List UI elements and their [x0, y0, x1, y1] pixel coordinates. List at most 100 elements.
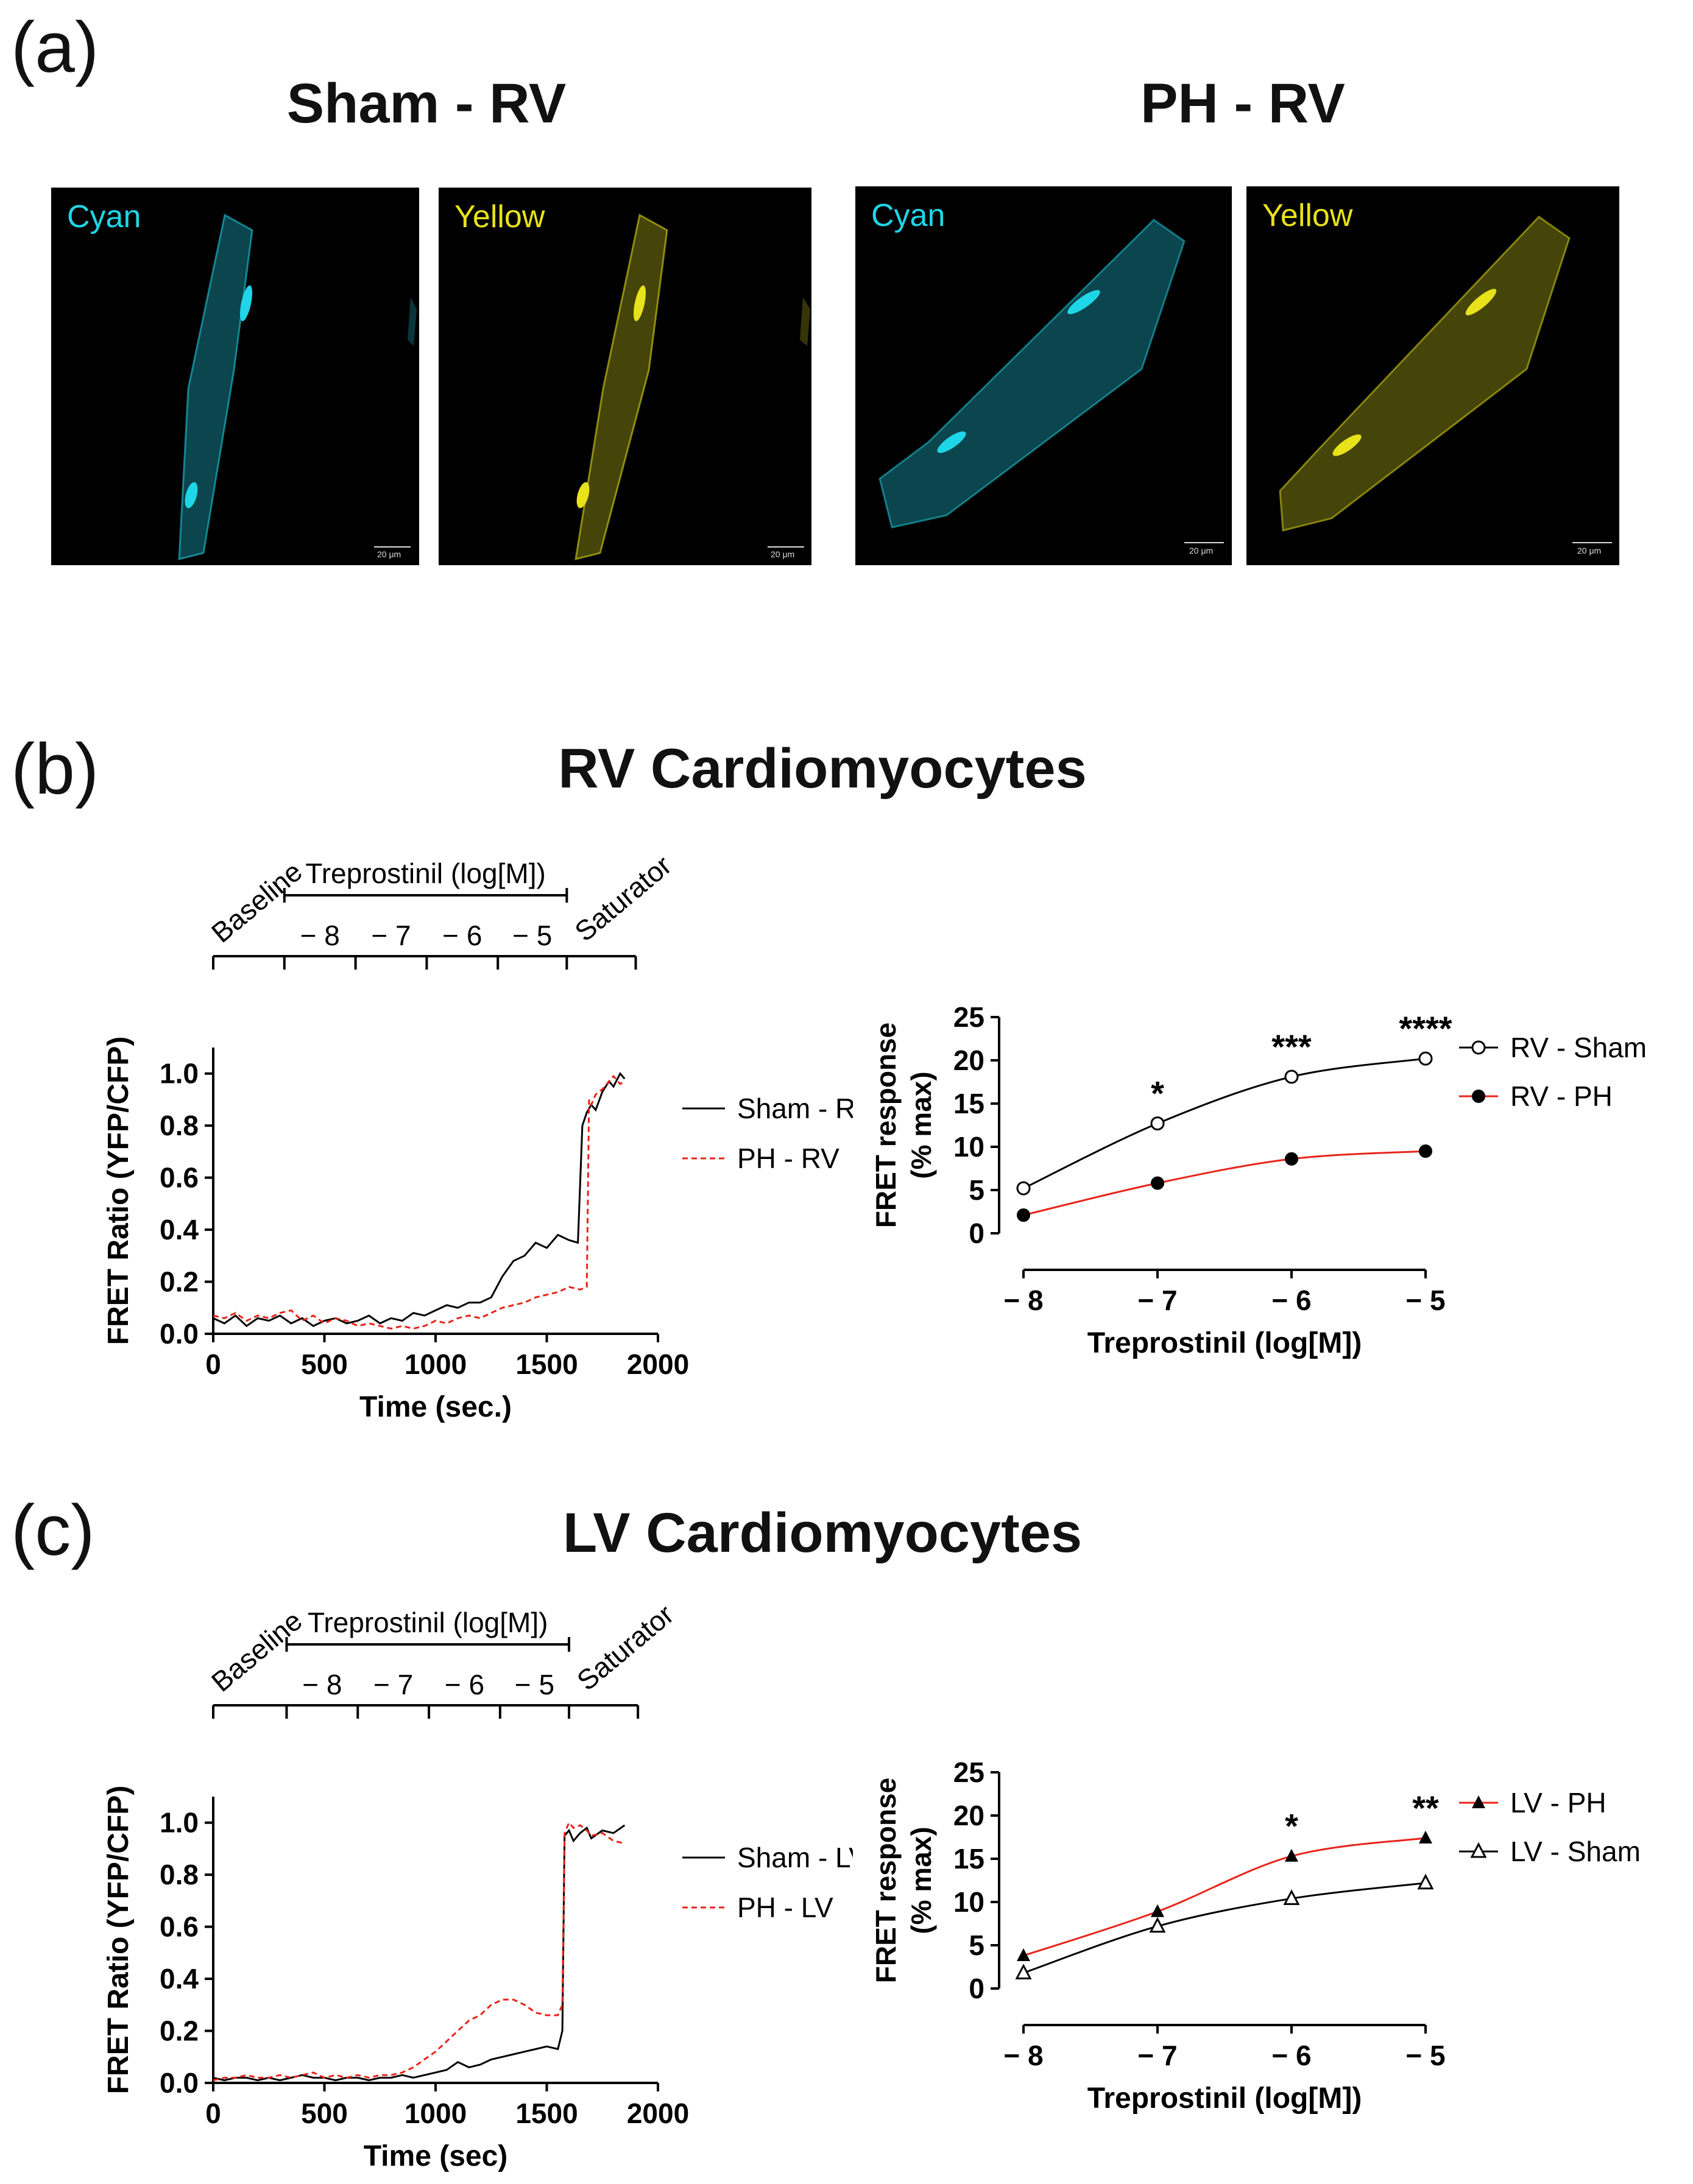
x-tick-label: − 6: [1271, 2040, 1311, 2071]
y-axis-label: FRET response: [870, 1023, 902, 1228]
dose-label: − 8: [302, 1669, 342, 1700]
chart-title-lv: LV Cardiomyocytes: [562, 1502, 1083, 1564]
fit-curve-2: [1023, 1150, 1426, 1216]
y-axis-label: FRET Ratio (YFP/CFP): [102, 1037, 135, 1345]
y-tick-label: 0: [969, 1217, 984, 1249]
x-tick-label: 1500: [515, 1348, 578, 1380]
y-tick-label: 0.0: [160, 1318, 199, 1350]
x-tick-label: 1500: [515, 2098, 578, 2129]
x-tick-label: − 7: [1137, 2040, 1177, 2071]
x-axis-label: Time (sec): [364, 2140, 508, 2172]
scale-bar-label: 20 μm: [377, 549, 401, 559]
cell-image: [1279, 216, 1612, 543]
series-line-2: [213, 1820, 625, 2082]
baseline-label: Baseline: [205, 1604, 308, 1697]
data-point: [1017, 1208, 1030, 1222]
data-point: [1016, 1181, 1031, 1196]
data-point: [1419, 1144, 1432, 1158]
x-axis-label: Treprostinil (log[M]): [1087, 2082, 1362, 2115]
x-tick-label: 0: [205, 2098, 221, 2129]
legend-label: Sham - LV: [737, 1842, 853, 1873]
y-tick-label: 15: [953, 1088, 984, 1119]
x-tick-label: 2000: [627, 1348, 689, 1380]
series-line-2: [213, 1074, 626, 1330]
x-tick-label: 1000: [405, 1348, 467, 1380]
data-point: [1149, 1917, 1166, 1933]
data-point: [1284, 1069, 1299, 1084]
group-title-sham-rv: Sham - RV: [286, 72, 567, 135]
data-point: [1418, 1051, 1433, 1066]
x-axis-label: Time (sec.): [359, 1391, 512, 1423]
channel-label-cyan: Cyan: [67, 199, 141, 234]
drug-label: Treprostinil (log[M]): [308, 1607, 548, 1638]
legend-label: RV - PH: [1510, 1080, 1613, 1112]
channel-label-yellow: Yellow: [454, 199, 545, 234]
y-tick-label: 5: [969, 1929, 984, 1961]
group-title-ph-rv: PH - RV: [1140, 72, 1345, 135]
x-tick-label: 0: [205, 1348, 221, 1380]
chart-title-rv: RV Cardiomyocytes: [558, 738, 1087, 800]
data-point: [1151, 1176, 1164, 1190]
dose-label: − 7: [373, 1669, 413, 1700]
baseline-label: Baseline: [205, 855, 308, 948]
y-tick-label: 10: [953, 1886, 984, 1918]
x-tick-label: − 7: [1137, 1284, 1177, 1316]
significance-marker: ****: [1399, 1009, 1452, 1048]
significance-marker: ***: [1271, 1027, 1312, 1066]
trace-plot-lv: 0.0 0.2 0.4 0.6 0.8 1.0 0 500 1000 1500 2000 Time (…: [102, 1598, 868, 2172]
chart-b-trace: 0.0 0.2 0.4 0.6 0.8 1.0 0 500 1000 1500 2000 Time (…: [73, 849, 874, 1456]
dose-label: − 6: [445, 1669, 484, 1700]
significance-marker: **: [1412, 1789, 1439, 1827]
cell-image: [574, 213, 810, 561]
panel-label-a: (a): [11, 7, 99, 88]
y-tick-label: 25: [953, 1001, 984, 1033]
y-tick-label: 0.0: [160, 2067, 199, 2099]
saturator-label: Saturator: [568, 853, 677, 948]
micrograph-ph-yellow: Yellow 20 μm: [1246, 186, 1619, 565]
y-tick-label: 0.6: [160, 1911, 199, 1943]
y-tick-label: 0.4: [160, 1963, 199, 1995]
legend-label: Sham - RV: [737, 1093, 853, 1124]
data-point: [1471, 1040, 1486, 1055]
y-axis-label: (% max): [905, 1826, 937, 1934]
cell-image: [878, 219, 1224, 543]
x-tick-label: 2000: [627, 2098, 689, 2129]
scale-bar-label: 20 μm: [771, 549, 795, 559]
data-point: [1472, 1795, 1485, 1808]
y-tick-label: 10: [953, 1131, 984, 1163]
dose-response-rv: 0 5 10 15 20 25 − 8 − 7 − 6 − 5 Treprostinil (log[…: [870, 1001, 1647, 1359]
data-point: [1417, 1873, 1434, 1890]
channel-label-cyan: Cyan: [871, 198, 945, 233]
micrograph-sham-yellow: Yellow 20 μm: [439, 188, 811, 565]
y-tick-label: 5: [969, 1174, 984, 1206]
y-tick-label: 0.8: [160, 1110, 199, 1141]
y-tick-label: 0.8: [160, 1859, 199, 1890]
x-tick-label: 1000: [405, 2098, 467, 2129]
x-tick-label: − 6: [1271, 1284, 1311, 1316]
dose-response-lv: 0 5 10 15 20 25 − 8 − 7 − 6 − 5 Treprostinil (log[…: [870, 1756, 1641, 2115]
dose-label: − 5: [512, 920, 552, 951]
scale-bar-label: 20 μm: [1577, 546, 1602, 555]
channel-label-yellow: Yellow: [1262, 198, 1353, 233]
dose-label: − 8: [300, 920, 340, 951]
x-tick-label: − 5: [1405, 2040, 1445, 2071]
y-tick-label: 20: [953, 1800, 984, 1831]
legend-label: PH - RV: [737, 1143, 839, 1174]
data-point: [1419, 1830, 1432, 1844]
cell-image: [178, 213, 417, 560]
x-tick-label: 500: [301, 2098, 348, 2129]
fit-curve-1: [1023, 1057, 1426, 1189]
fit-curve-1: [1023, 1837, 1426, 1957]
trace-plot-rv: 0.0 0.2 0.4 0.6 0.8 1.0 0 500 1000 1500 2000 Time (…: [102, 849, 874, 1423]
y-tick-label: 0: [969, 1973, 984, 2004]
panel-label-c: (c): [11, 1490, 95, 1571]
chart-c-trace: 0.0 0.2 0.4 0.6 0.8 1.0 0 500 1000 1500 2000 Time (…: [73, 1598, 868, 2180]
micrograph-sham-cyan: Cyan 20 μm: [51, 188, 419, 565]
data-point: [1150, 1116, 1165, 1131]
chart-b-dose: 0 5 10 15 20 25 − 8 − 7 − 6 − 5 Treprostinil (log[…: [816, 987, 1681, 1425]
x-tick-label: − 5: [1405, 1284, 1445, 1316]
dose-label: − 5: [515, 1669, 554, 1700]
significance-marker: *: [1285, 1807, 1298, 1845]
scale-bar-label: 20 μm: [1189, 546, 1214, 555]
data-point: [1015, 1964, 1032, 1979]
